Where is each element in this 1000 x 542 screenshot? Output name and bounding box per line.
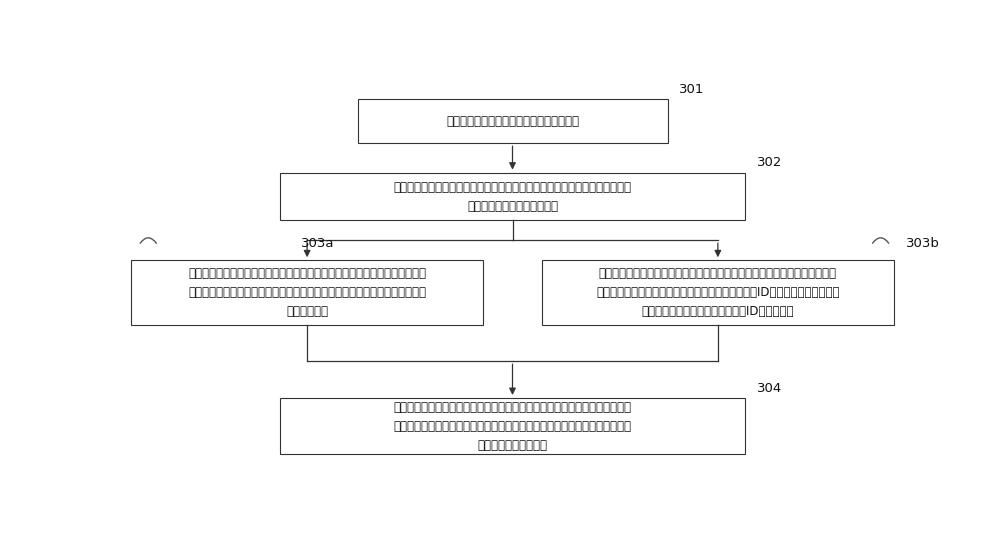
- FancyBboxPatch shape: [131, 260, 483, 325]
- Text: 当所述移动终端需要关闭所述用户端编辑界面时，所述移动终端获取所述用户
端在所述编辑界面输入的信息: 当所述移动终端需要关闭所述用户端编辑界面时，所述移动终端获取所述用户 端在所述编…: [394, 180, 632, 212]
- Text: 当所述移动终端判断出所述用户端对所述移动终端未保存过的对象的信息编辑
时，所述移动终端生成与所述未保存过的对象对应的ID，并将与所述临时文件
对应的路径保存在数: 当所述移动终端判断出所述用户端对所述移动终端未保存过的对象的信息编辑 时，所述移…: [596, 267, 840, 318]
- Text: 302: 302: [757, 156, 782, 169]
- FancyBboxPatch shape: [280, 172, 745, 221]
- Text: 301: 301: [679, 83, 704, 96]
- Text: 当所述移动终端判断出需要启动所述用户端编辑界面时，所述移动终端根据所
述临时文件对应的路径获取所述临时文件并将所述临时文件加载到所述用户端
编辑界面对应的位置上: 当所述移动终端判断出需要启动所述用户端编辑界面时，所述移动终端根据所 述临时文件…: [394, 401, 632, 451]
- Text: 移动终端判断是否需要关闭用户端编辑界面: 移动终端判断是否需要关闭用户端编辑界面: [446, 115, 579, 128]
- Text: 当所述移动终端判断出所述用户端对所述移动终端保存的已有对象的信息编辑
时，所述移动终端将与所述临时文件对应的路径保存在数据库中保存所述对象
文件的字段中: 当所述移动终端判断出所述用户端对所述移动终端保存的已有对象的信息编辑 时，所述移…: [188, 267, 426, 318]
- FancyBboxPatch shape: [542, 260, 894, 325]
- Text: 304: 304: [757, 382, 782, 395]
- FancyBboxPatch shape: [280, 398, 745, 454]
- FancyBboxPatch shape: [358, 100, 668, 143]
- Text: 303a: 303a: [301, 237, 335, 250]
- Text: 303b: 303b: [906, 237, 940, 250]
